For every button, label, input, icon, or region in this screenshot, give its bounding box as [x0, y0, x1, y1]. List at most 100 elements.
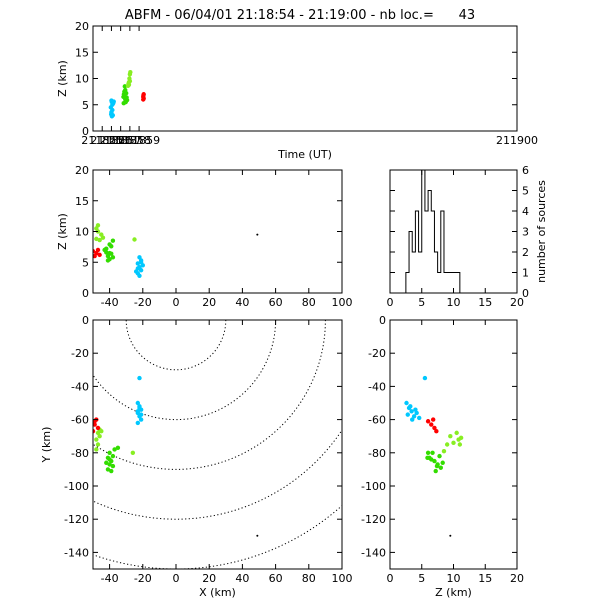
z_histogram-bar — [425, 211, 428, 293]
z_y-point-red — [432, 425, 437, 431]
x_z-point-red — [97, 252, 102, 258]
x_y-point-lime — [94, 437, 99, 442]
z_y-axes: 0 5 10 15 20 -140 -120 -100 -80 -60 -40 -20 0 Z (km) — [361, 314, 524, 599]
x_z-point-green — [110, 238, 116, 243]
z_histogram-bars — [405, 169, 461, 293]
z_y-xtick-label: 0 — [387, 572, 394, 585]
x_z-point-green — [109, 251, 114, 256]
x_y-point-cyan — [135, 420, 141, 426]
z_histogram-ytick-label: 4 — [522, 205, 529, 218]
z_y-point-cyan — [414, 410, 419, 416]
x_z-point-lime — [97, 237, 102, 243]
x_z-ylabel: Z (km) — [56, 213, 69, 250]
x_y-xlabel: X (km) — [199, 586, 236, 599]
z_y-ytick-label: -40 — [368, 380, 386, 393]
x_y-point-green — [109, 468, 114, 474]
time_z-xtick-label: 211855 — [81, 134, 123, 147]
z_y-point-cyan — [408, 404, 413, 409]
x_z-point-black — [256, 233, 259, 236]
x_z-ytick-label: 20 — [75, 164, 89, 177]
time_z-point-green — [121, 100, 126, 106]
x_z-point-red — [95, 247, 101, 253]
x_y-xtick-label: 80 — [302, 572, 316, 585]
z_y-point-lime — [454, 430, 459, 436]
x_z-point-red — [93, 248, 96, 254]
x_y-point-green — [110, 453, 116, 459]
x_z-frame — [92, 169, 343, 294]
x_z-point-lime — [94, 236, 99, 242]
x_y-xtick-label: -40 — [101, 572, 119, 585]
z_y-point-cyan — [404, 400, 409, 406]
time_z-point-cyan — [111, 99, 116, 104]
z_y-point-green — [437, 453, 442, 459]
z_y-xlabel: Z (km) — [435, 586, 472, 599]
z_y-ytick-label: -60 — [368, 414, 386, 427]
x_z-xtick-label: 100 — [332, 296, 353, 309]
x_z-xtick-label: -40 — [101, 296, 119, 309]
z_y-xtick-label: 5 — [418, 572, 425, 585]
z_y-xtick-label: 15 — [478, 572, 492, 585]
z_histogram-ytick-label: 5 — [522, 185, 529, 198]
z_y-point-cyan — [417, 415, 422, 421]
z_histogram-ytick-label: 6 — [522, 164, 529, 177]
z_y-point-green — [425, 455, 430, 460]
z_histogram-xtick-label: 0 — [387, 296, 394, 309]
x_y-point-green — [110, 463, 116, 469]
x_y-xtick-label: 100 — [332, 572, 353, 585]
z_y-point-green — [434, 463, 440, 469]
x_z-points — [93, 223, 259, 278]
x_z-point-green — [107, 242, 112, 247]
z_y-point-lime — [451, 440, 456, 446]
time_z-ytick-label: 5 — [82, 99, 89, 112]
time_z-point-cyan — [110, 113, 116, 118]
x_z-ytick-label: 0 — [82, 287, 89, 300]
time_z-point-green — [122, 92, 127, 97]
x_y-point-lime — [130, 450, 136, 455]
time_z-xlabel: Time (UT) — [277, 148, 332, 161]
x_y-point-lime — [99, 429, 104, 434]
x_y-frame — [92, 319, 343, 570]
z_y-ytick-label: -80 — [368, 447, 386, 460]
z_histogram-xtick-label: 20 — [510, 296, 524, 309]
x_y-ytick-label: 0 — [82, 314, 89, 327]
x_y-ytick-label: -100 — [64, 480, 89, 493]
time_z-point-green — [123, 87, 128, 93]
z_y-point-green — [440, 460, 445, 465]
z_y-point-cyan — [413, 407, 418, 412]
z_y-point-black — [449, 534, 452, 537]
x_z-ytick-label: 10 — [75, 226, 89, 239]
z_histogram-xtick-label: 15 — [478, 296, 492, 309]
z_y-point-lime — [444, 442, 450, 447]
x_z-xtick-label: 60 — [269, 296, 283, 309]
x_z-point-cyan — [138, 268, 144, 273]
x_z-point-lime — [132, 237, 137, 242]
x_z-xtick-label: -20 — [134, 296, 152, 309]
x_y-ytick-label: -40 — [71, 380, 89, 393]
z_y-point-lime — [448, 434, 453, 439]
x_y-ytick-label: -140 — [64, 546, 89, 559]
x_z-point-cyan — [138, 260, 144, 265]
x_y-ylabel: Y (km) — [40, 427, 53, 464]
time_z-xtick-label: 211856 — [90, 134, 132, 147]
z_histogram-outline — [405, 169, 461, 293]
figure-title: ABFM - 06/04/01 21:18:54 - 21:19:00 - nb… — [125, 8, 475, 23]
x_y-point-lime — [97, 434, 102, 439]
x_y-ytick-label: -120 — [64, 513, 89, 526]
time_z-ytick-label: 10 — [75, 73, 89, 86]
z_histogram-bar — [412, 252, 415, 293]
x_y-point-green — [112, 447, 117, 452]
x_y-point-green — [104, 460, 109, 465]
z_histogram-ylabel: number of sources — [535, 180, 548, 283]
x_y-point-green — [107, 462, 112, 467]
z_histogram-xtick-label: 5 — [418, 296, 425, 309]
x_z-axes: -40 -20 0 20 40 60 80 100 0 5 10 15 20 Z (km) — [56, 164, 353, 309]
z_y-ytick-label: -140 — [361, 546, 386, 559]
x_z-point-cyan — [135, 261, 141, 266]
z_y-point-red — [434, 429, 439, 434]
x_y-xtick-label: 60 — [269, 572, 283, 585]
z_y-point-green — [433, 468, 438, 474]
x_z-ytick-label: 5 — [82, 256, 89, 269]
